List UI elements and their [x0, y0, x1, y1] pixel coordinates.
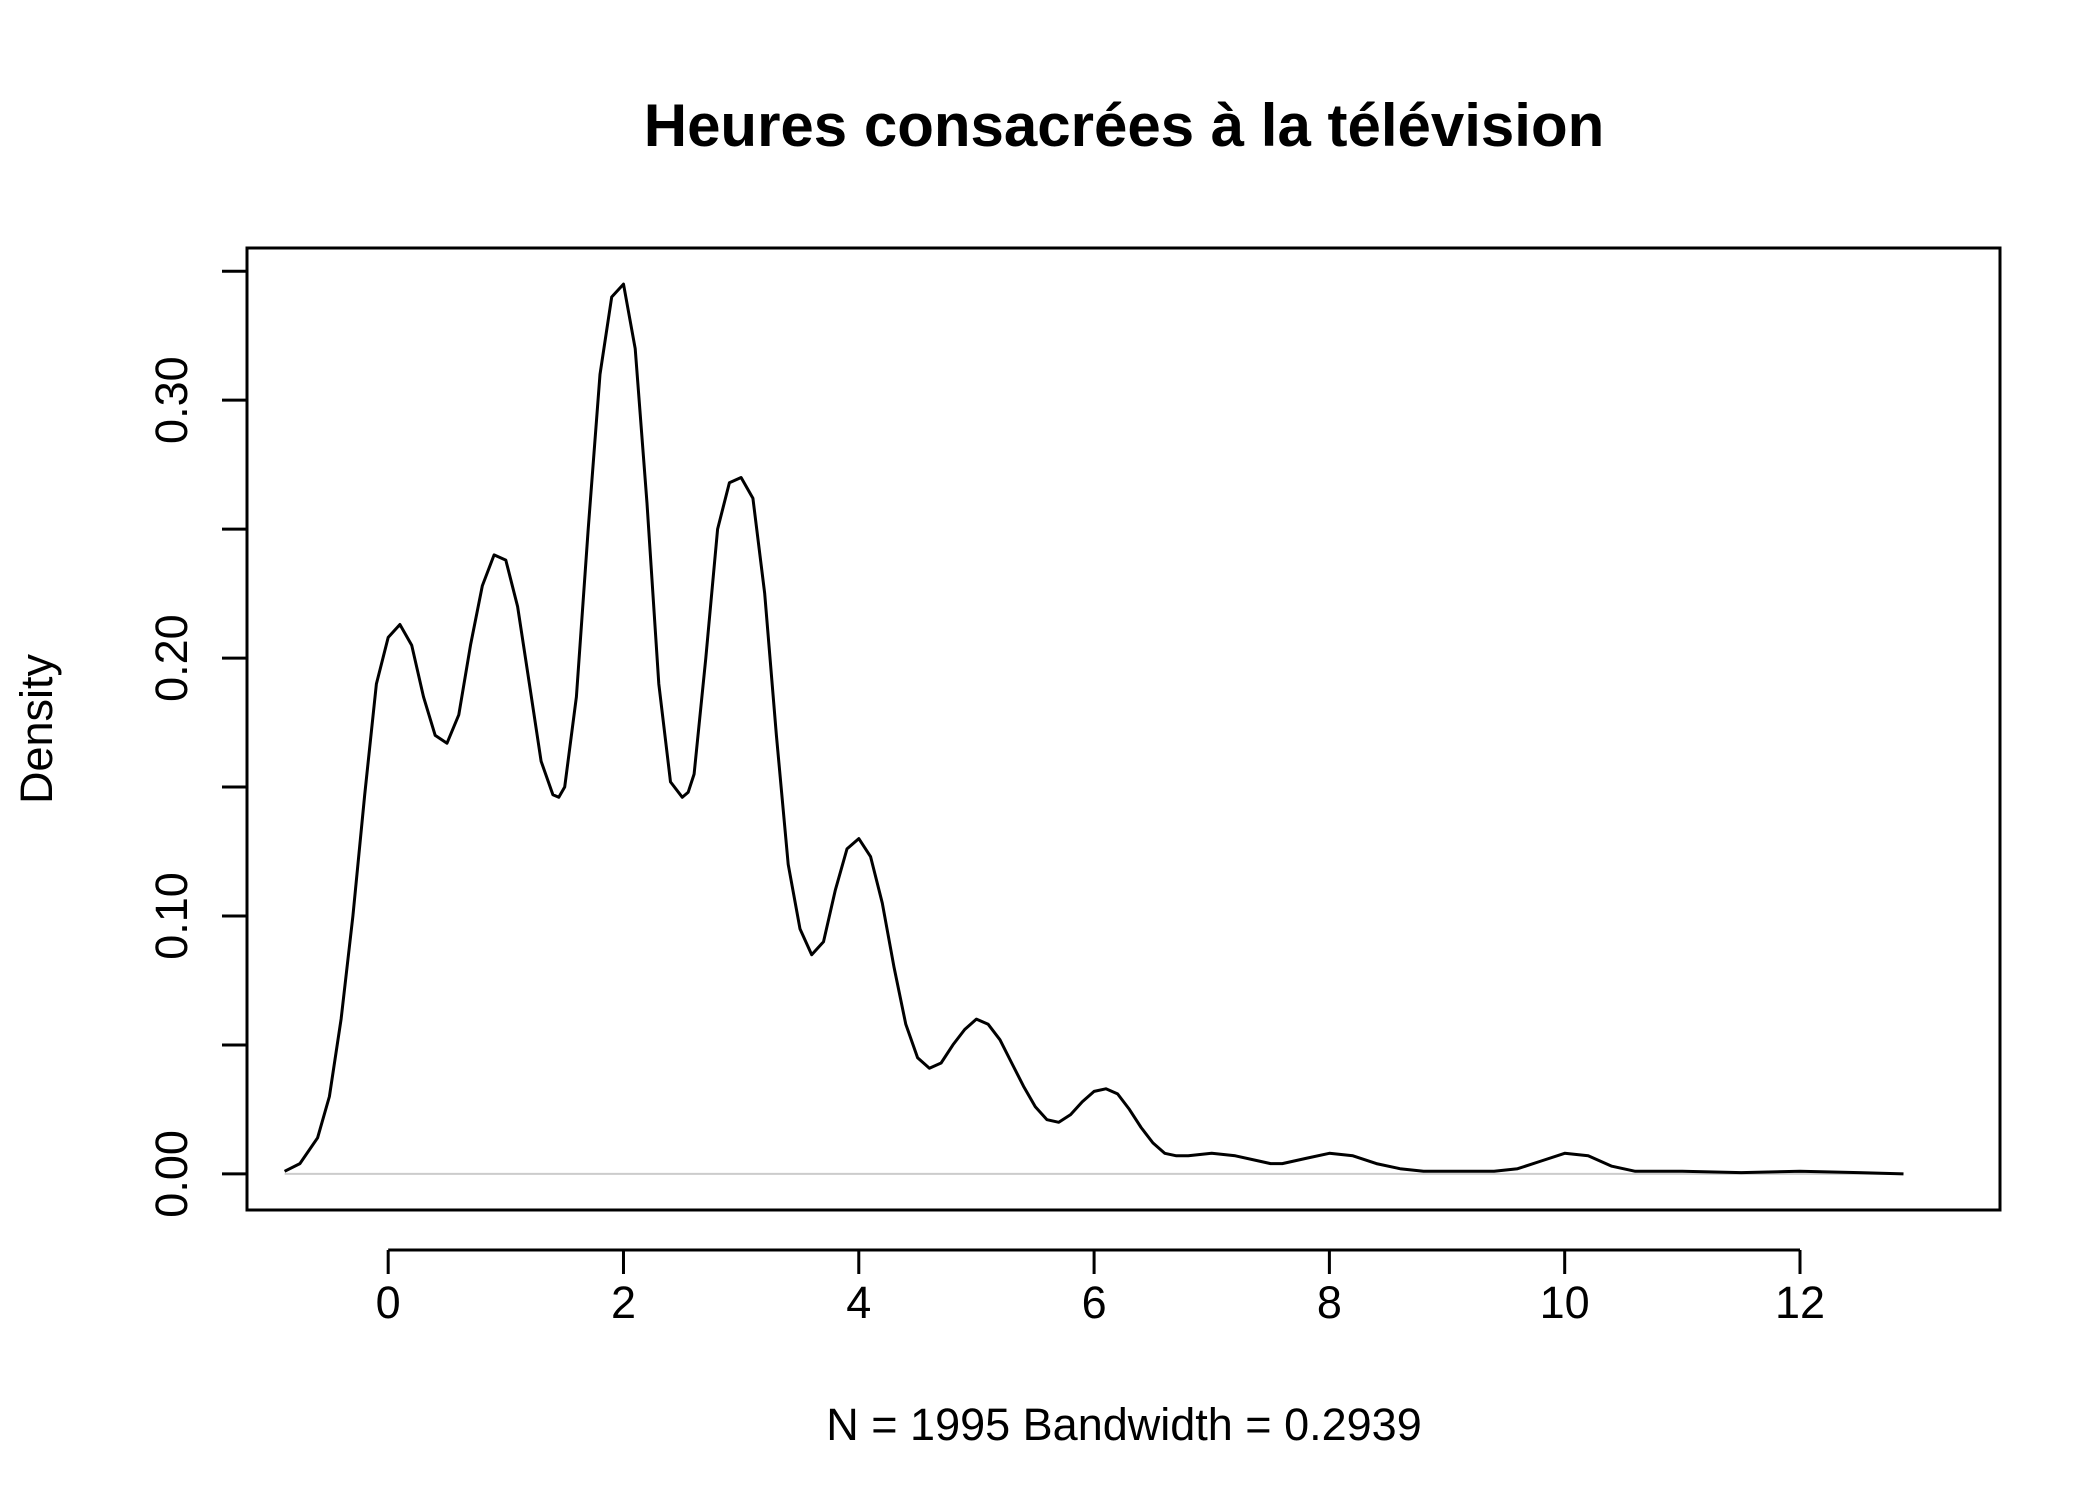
chart-title: Heures consacrées à la télévision	[644, 92, 1605, 159]
y-axis: 0.00 0.10 0.20 0.30	[146, 269, 249, 1218]
x-tick-label: 4	[846, 1277, 871, 1328]
y-tick-label: 0.10	[146, 872, 197, 960]
y-tick-label: 0.00	[146, 1130, 197, 1218]
x-tick-label: 0	[376, 1277, 401, 1328]
x-tick-label: 8	[1317, 1277, 1342, 1328]
x-axis-title: N = 1995 Bandwidth = 0.2939	[826, 1399, 1421, 1450]
density-curve	[283, 282, 1904, 1176]
plot-frame	[245, 246, 2002, 1212]
y-tick-label: 0.30	[146, 356, 197, 444]
x-tick-label: 2	[611, 1277, 636, 1328]
x-tick-label: 12	[1775, 1277, 1825, 1328]
x-axis: 0 2 4 6 8 10 12	[376, 1248, 1825, 1328]
y-axis-title: Density	[11, 653, 62, 804]
x-tick-label: 10	[1540, 1277, 1590, 1328]
x-tick-label: 6	[1082, 1277, 1107, 1328]
y-tick-label: 0.20	[146, 614, 197, 702]
